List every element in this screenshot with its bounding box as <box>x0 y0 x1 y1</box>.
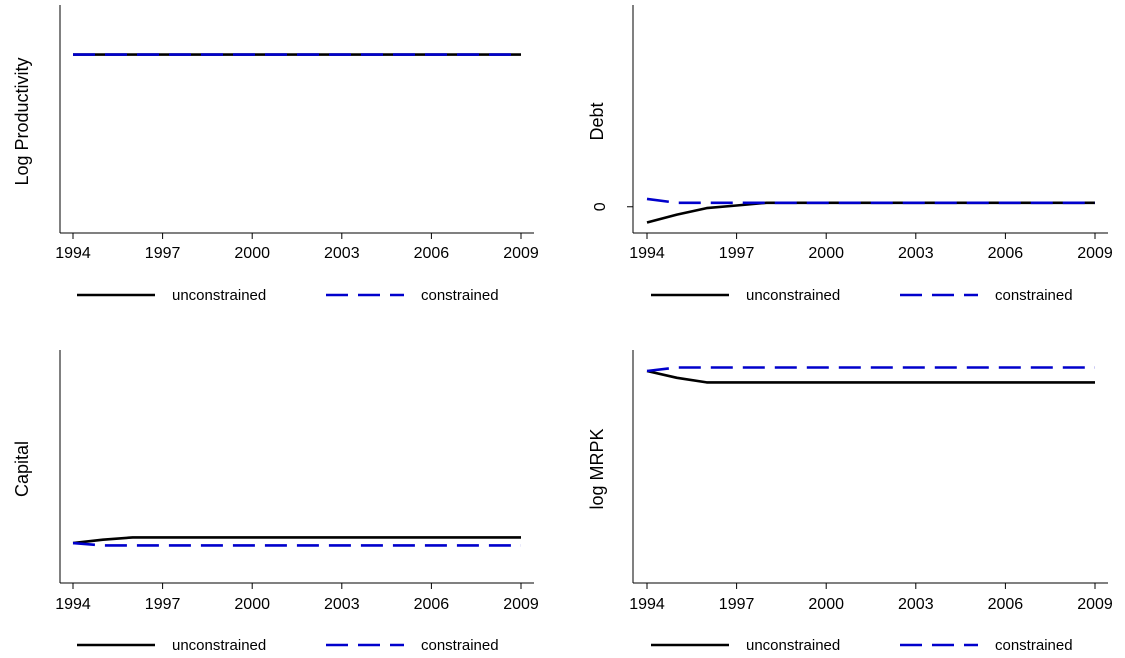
legend-label-unconstrained: unconstrained <box>172 287 266 304</box>
legend: unconstrained constrained <box>77 287 499 304</box>
x-tick-label: 2006 <box>414 245 450 262</box>
x-tick-label: 1994 <box>629 245 665 262</box>
x-tick-label: 1997 <box>145 596 181 613</box>
series-line-unconstrained <box>646 201 1095 224</box>
legend-label-constrained: constrained <box>995 637 1073 654</box>
x-tick-label: 2006 <box>988 596 1024 613</box>
legend: unconstrained constrained <box>651 637 1073 654</box>
x-tick-label: 2000 <box>234 245 270 262</box>
chart-panel-1: 1994 1997 2000 2003 2006 2009 Log Productivity… <box>12 5 539 304</box>
x-tick-label: 2000 <box>234 596 270 613</box>
y-axis-title: Capital <box>12 441 32 497</box>
legend-label-constrained: constrained <box>421 637 499 654</box>
x-tick-label: 1994 <box>629 596 665 613</box>
legend-label-unconstrained: unconstrained <box>172 637 266 654</box>
legend-label-constrained: constrained <box>421 287 499 304</box>
x-tick-label: 2003 <box>324 245 360 262</box>
x-tick-label: 2003 <box>898 245 934 262</box>
series-line-constrained <box>72 541 521 547</box>
x-tick-label: 1997 <box>145 245 181 262</box>
x-tick-label: 2003 <box>324 596 360 613</box>
series-line-constrained <box>646 366 1095 373</box>
x-tick-label: 1994 <box>55 596 91 613</box>
y-axis-title: log MRPK <box>587 428 607 509</box>
y-axis-title: Log Productivity <box>12 57 32 185</box>
chart-panel-4: 1994 1997 2000 2003 2006 2009 log MRPK unconstr… <box>587 350 1113 654</box>
x-tick-label: 2009 <box>1077 596 1113 613</box>
x-tick-label: 2006 <box>414 596 450 613</box>
legend-label-unconstrained: unconstrained <box>746 637 840 654</box>
series-line-constrained <box>646 197 1095 205</box>
chart-panel-2: 1994 1997 2000 2003 2006 2009 0 Debt unconstrain… <box>587 5 1113 304</box>
x-tick-label: 2009 <box>503 245 539 262</box>
x-tick-label: 2006 <box>988 245 1024 262</box>
chart-panel-3: 1994 1997 2000 2003 2006 2009 Capital unconstra… <box>12 350 539 654</box>
series-line-unconstrained <box>646 369 1095 384</box>
x-tick-label: 1997 <box>719 245 755 262</box>
x-tick-label: 1997 <box>719 596 755 613</box>
series-line-unconstrained <box>72 536 521 545</box>
x-tick-label: 2009 <box>503 596 539 613</box>
x-tick-label: 1994 <box>55 245 91 262</box>
x-tick-label: 2009 <box>1077 245 1113 262</box>
legend: unconstrained constrained <box>651 287 1073 304</box>
legend-label-unconstrained: unconstrained <box>746 287 840 304</box>
y-axis-title: Debt <box>587 102 607 140</box>
y-tick-label: 0 <box>592 202 609 211</box>
x-tick-label: 2000 <box>808 245 844 262</box>
legend: unconstrained constrained <box>77 637 499 654</box>
x-tick-label: 2003 <box>898 596 934 613</box>
legend-label-constrained: constrained <box>995 287 1073 304</box>
x-tick-label: 2000 <box>808 596 844 613</box>
